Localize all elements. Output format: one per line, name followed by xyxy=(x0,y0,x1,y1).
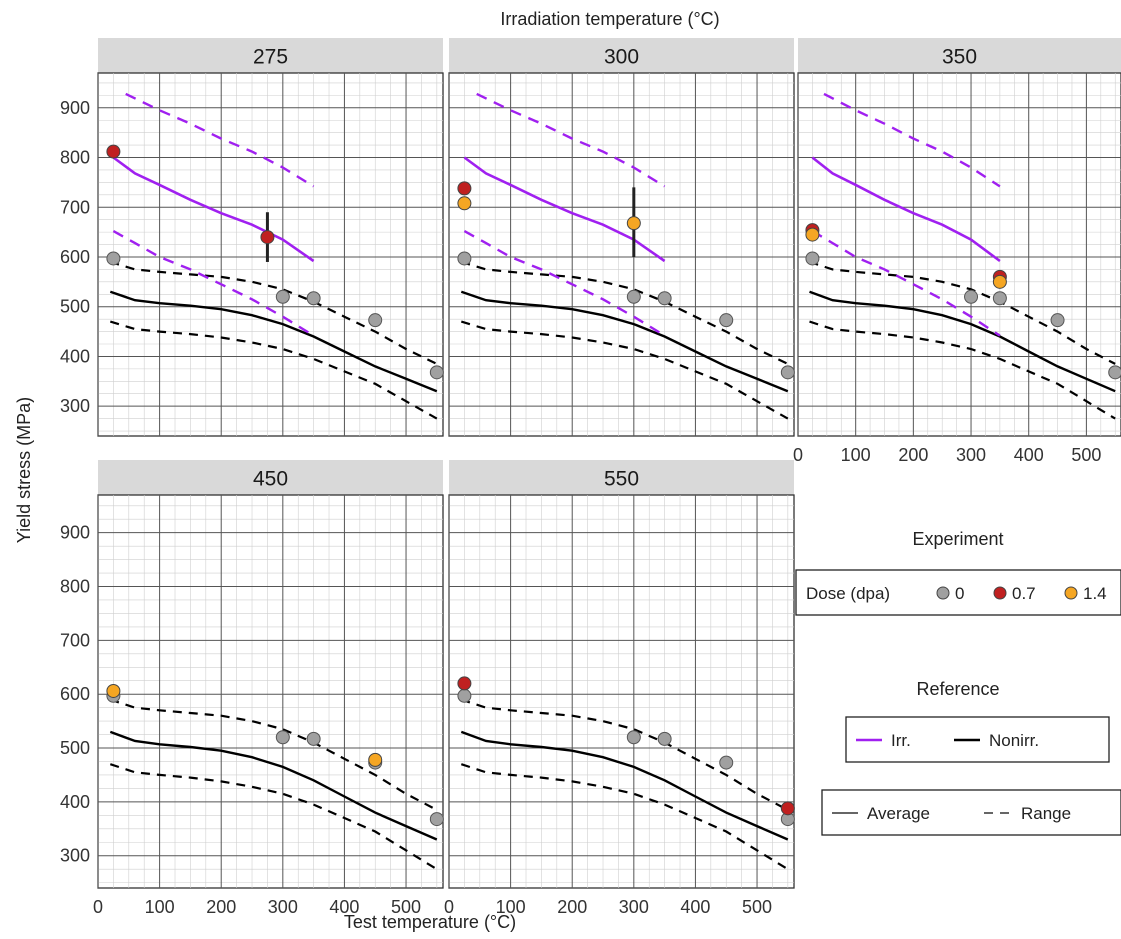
data-point xyxy=(993,275,1006,288)
data-point-dose-0 xyxy=(720,314,733,327)
y-tick-label: 600 xyxy=(60,247,90,267)
y-tick-label: 700 xyxy=(60,630,90,650)
legend-average-label: Average xyxy=(867,804,930,823)
data-point xyxy=(781,802,794,815)
facet-panel: 275 300 400 500 600 700 800 900 xyxy=(60,38,443,436)
data-point xyxy=(458,182,471,195)
legend-dose-marker xyxy=(994,587,1006,599)
x-tick-label: 200 xyxy=(557,897,587,917)
data-point xyxy=(369,753,382,766)
facet-panel: 450 300 400 500 600 700 800 900 0 100 200 300 400 500 xyxy=(60,460,443,917)
data-point xyxy=(261,231,274,244)
y-axis-title: Yield stress (MPa) xyxy=(14,397,34,543)
data-point-dose-0 xyxy=(276,731,289,744)
legend-reference-title: Reference xyxy=(916,679,999,699)
y-tick-label: 300 xyxy=(60,396,90,416)
facet-panels: 275 300 400 500 600 700 800 900 300 350 0 100 200 300… xyxy=(60,38,1121,917)
y-tick-label: 300 xyxy=(60,846,90,866)
x-tick-label: 200 xyxy=(206,897,236,917)
facet-strip-label: 300 xyxy=(604,46,639,69)
data-point-dose-0 xyxy=(965,290,978,303)
y-tick-label: 900 xyxy=(60,98,90,118)
data-point-dose-0 xyxy=(307,732,320,745)
data-point-dose-0 xyxy=(307,292,320,305)
y-tick-label: 400 xyxy=(60,346,90,366)
data-point-dose-0 xyxy=(993,292,1006,305)
legend-dose-value: 0 xyxy=(955,584,964,603)
y-tick-label: 500 xyxy=(60,738,90,758)
x-tick-label: 200 xyxy=(898,445,928,465)
x-tick-label: 0 xyxy=(93,897,103,917)
data-point-dose-0 xyxy=(806,252,819,265)
legend-experiment-title: Experiment xyxy=(912,529,1003,549)
data-point-dose-0 xyxy=(658,292,671,305)
data-point xyxy=(458,677,471,690)
data-point-dose-0 xyxy=(430,813,443,826)
y-tick-label: 800 xyxy=(60,148,90,168)
data-point-dose-0 xyxy=(369,314,382,327)
facet-strip-label: 275 xyxy=(253,46,288,69)
x-tick-label: 100 xyxy=(496,897,526,917)
y-tick-label: 400 xyxy=(60,792,90,812)
facet-strip-label: 450 xyxy=(253,468,288,491)
data-point xyxy=(458,197,471,210)
x-tick-label: 400 xyxy=(329,897,359,917)
data-point-dose-0 xyxy=(627,290,640,303)
legend-dose-value: 1.4 xyxy=(1083,584,1107,603)
data-point-dose-0 xyxy=(720,756,733,769)
x-tick-label: 400 xyxy=(1014,445,1044,465)
y-tick-label: 500 xyxy=(60,297,90,317)
x-tick-label: 500 xyxy=(742,897,772,917)
data-point xyxy=(806,228,819,241)
data-point xyxy=(107,684,120,697)
x-tick-label: 500 xyxy=(391,897,421,917)
data-point-dose-0 xyxy=(1051,314,1064,327)
data-point-dose-0 xyxy=(1109,366,1121,379)
legend-irr-label: Irr. xyxy=(891,731,911,750)
x-tick-label: 0 xyxy=(444,897,454,917)
data-point xyxy=(627,217,640,230)
data-point-dose-0 xyxy=(458,252,471,265)
y-tick-label: 700 xyxy=(60,197,90,217)
legend-dose-marker xyxy=(937,587,949,599)
x-tick-label: 0 xyxy=(793,445,803,465)
x-tick-label: 400 xyxy=(680,897,710,917)
x-tick-label: 100 xyxy=(145,897,175,917)
legend-dose-value: 0.7 xyxy=(1012,584,1036,603)
data-point-dose-0 xyxy=(658,732,671,745)
x-tick-label: 300 xyxy=(268,897,298,917)
data-point-dose-0 xyxy=(627,731,640,744)
top-title: Irradiation temperature (°C) xyxy=(500,9,719,29)
data-point-dose-0 xyxy=(107,252,120,265)
data-point-dose-0 xyxy=(430,366,443,379)
data-point-dose-0 xyxy=(781,366,794,379)
x-tick-label: 500 xyxy=(1071,445,1101,465)
y-tick-label: 900 xyxy=(60,523,90,543)
data-point-dose-0 xyxy=(276,290,289,303)
x-tick-label: 100 xyxy=(841,445,871,465)
facet-panel: 550 0 100 200 300 400 500 xyxy=(444,460,794,917)
legend: Experiment Dose (dpa) 0 0.7 1.4 Reference Irr.… xyxy=(796,529,1121,835)
legend-dose-label: Dose (dpa) xyxy=(806,584,890,603)
legend-range-label: Range xyxy=(1021,804,1071,823)
legend-nonirr-label: Nonirr. xyxy=(989,731,1039,750)
y-tick-label: 800 xyxy=(60,577,90,597)
y-tick-label: 600 xyxy=(60,684,90,704)
facet-strip-label: 350 xyxy=(942,46,977,69)
x-tick-label: 300 xyxy=(619,897,649,917)
x-axis-title: Test temperature (°C) xyxy=(344,912,516,932)
data-point xyxy=(107,145,120,158)
x-tick-label: 300 xyxy=(956,445,986,465)
facet-panel: 300 xyxy=(449,38,794,436)
legend-dose-marker xyxy=(1065,587,1077,599)
data-point-dose-0 xyxy=(458,689,471,702)
facet-strip-label: 550 xyxy=(604,468,639,491)
facet-panel: 350 0 100 200 300 400 500 xyxy=(793,38,1121,465)
